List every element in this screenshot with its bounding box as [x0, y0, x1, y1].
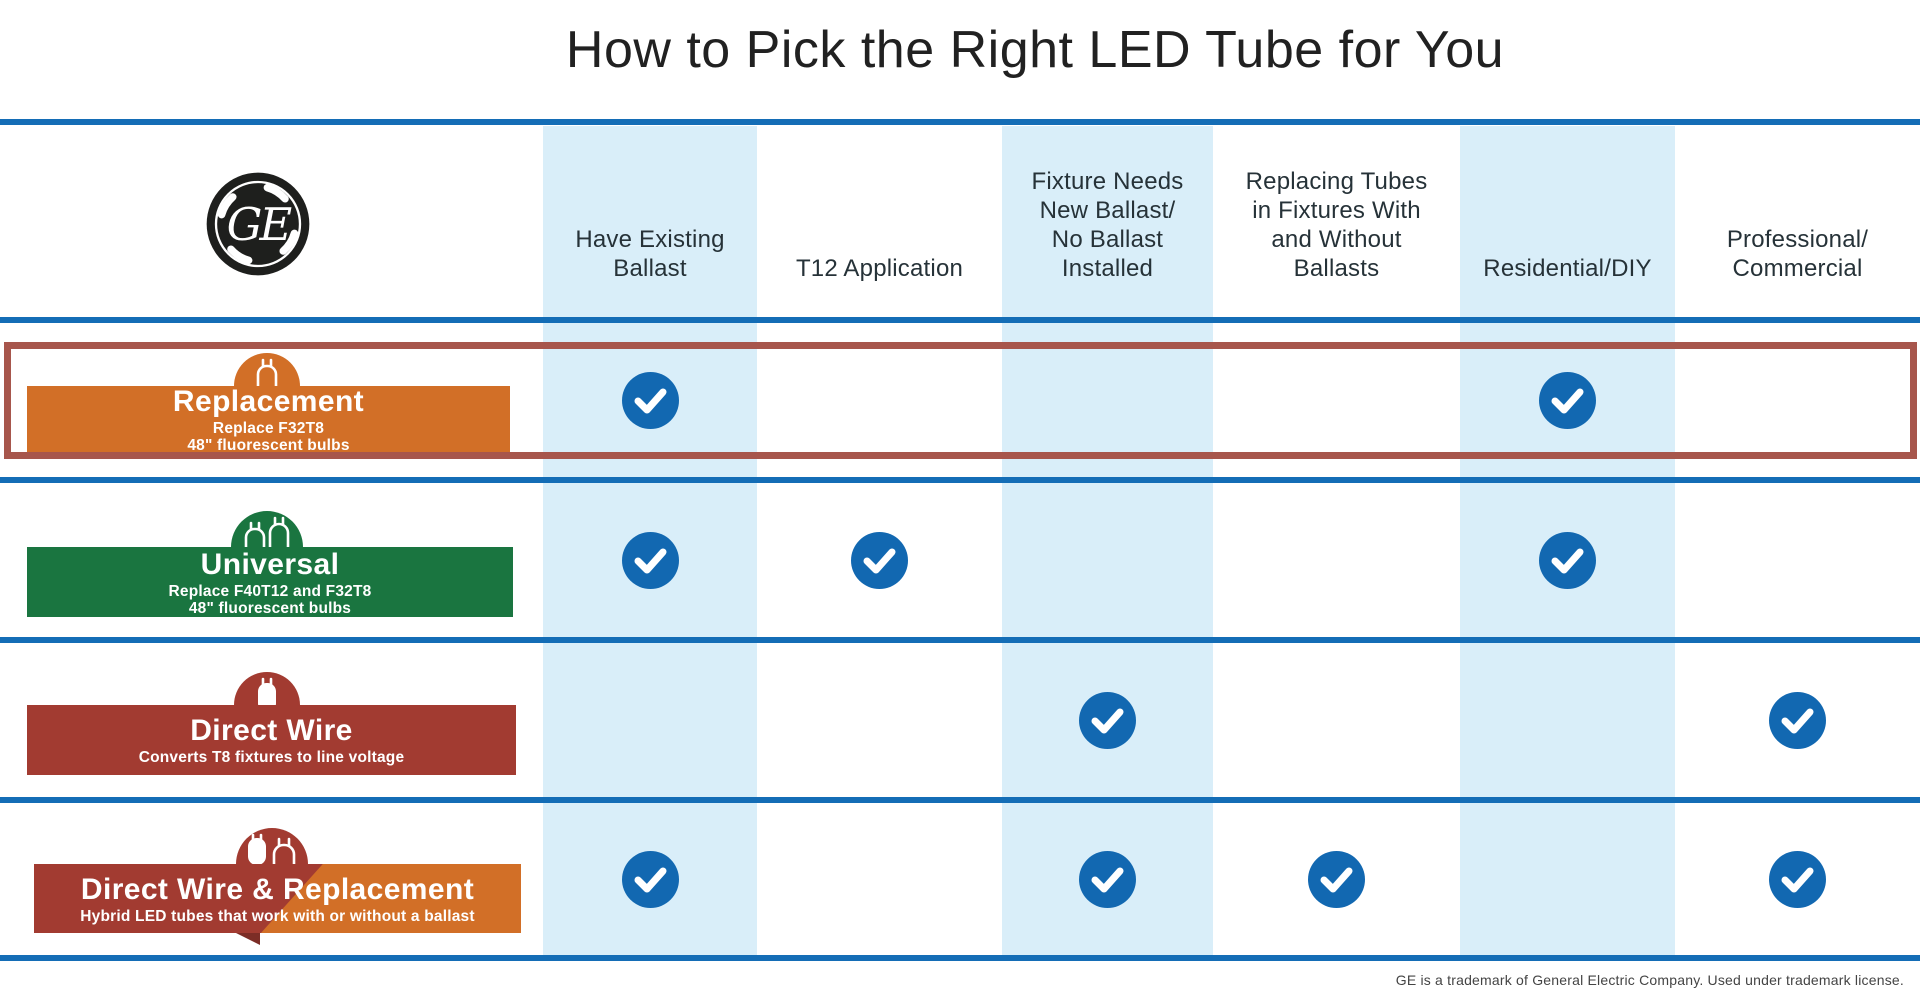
checkmark-direct-wire-replacement-professional-commercial — [1769, 850, 1826, 908]
divider-line — [0, 477, 1920, 483]
column-header-have-existing-ballast: Have Existing Ballast — [543, 126, 757, 317]
column-header-t12-application: T12 Application — [757, 126, 1002, 317]
column-header-label: Professional/ Commercial — [1726, 226, 1869, 282]
checkmark-universal-residential-diy — [1539, 531, 1596, 589]
check-icon — [1079, 691, 1136, 749]
trademark-footer: GE is a trademark of General Electric Co… — [1395, 972, 1904, 988]
product-name: Replacement — [172, 386, 365, 418]
checkmark-universal-have-existing-ballast — [621, 531, 679, 589]
checkmark-direct-wire-fixture-needs-new-ballast — [1079, 691, 1136, 749]
divider-line — [0, 637, 1920, 643]
check-icon — [1539, 531, 1596, 589]
check-icon — [1079, 850, 1136, 908]
column-header-label: Have Existing Ballast — [575, 226, 725, 282]
product-name: Direct Wire & Replacement — [80, 872, 475, 906]
check-icon — [621, 371, 679, 429]
banner-plate: Replacement Replace F32T8 48" fluorescent… — [27, 386, 510, 452]
banner-plate: Universal Replace F40T12 and F32T8 48" fl… — [27, 547, 513, 617]
checkmark-replacement-have-existing-ballast — [621, 371, 679, 429]
column-header-label: Fixture Needs New Ballast/ No Ballast In… — [1031, 168, 1184, 282]
banner-bump — [231, 511, 303, 566]
banner-plate: Direct Wire Converts T8 fixtures to line … — [27, 705, 516, 775]
ge-monogram: GE — [227, 198, 292, 251]
column-header-fixture-needs-new-ballast: Fixture Needs New Ballast/ No Ballast In… — [1002, 126, 1213, 317]
page-title: How to Pick the Right LED Tube for You — [565, 21, 1505, 79]
product-name: Direct Wire — [190, 714, 353, 747]
column-header-professional-commercial: Professional/ Commercial — [1675, 126, 1920, 317]
divider-line — [0, 955, 1920, 961]
check-icon — [621, 531, 679, 589]
product-subtitle: Hybrid LED tubes that work with or witho… — [80, 907, 475, 925]
checkmark-direct-wire-replacement-fixture-needs-new-ballast — [1079, 850, 1136, 908]
check-icon — [851, 531, 908, 589]
product-subtitle: Converts T8 fixtures to line voltage — [138, 749, 405, 766]
highlight-border — [4, 342, 1917, 459]
checkmark-replacement-residential-diy — [1539, 371, 1596, 429]
checkmark-direct-wire-replacement-replacing-tubes — [1308, 850, 1365, 908]
column-header-label: T12 Application — [795, 255, 964, 282]
banner-bump — [236, 828, 308, 887]
check-icon — [621, 850, 679, 908]
product-name: Universal — [200, 547, 340, 581]
check-icon — [1308, 850, 1365, 908]
divider-line — [0, 119, 1920, 125]
check-icon — [1769, 850, 1826, 908]
column-header-label: Replacing Tubes in Fixtures With and Wit… — [1245, 168, 1428, 282]
checkmark-universal-t12-application — [851, 531, 908, 589]
ge-logo-swirls — [217, 183, 299, 265]
divider-line — [0, 797, 1920, 803]
column-header-replacing-tubes: Replacing Tubes in Fixtures With and Wit… — [1213, 126, 1460, 317]
checkmark-direct-wire-professional-commercial — [1769, 691, 1826, 749]
banner-plate: Direct Wire & Replacement Hybrid LED tube… — [34, 864, 521, 933]
banner-bump — [234, 672, 300, 729]
divider-line — [0, 317, 1920, 323]
checkmark-direct-wire-replacement-have-existing-ballast — [621, 850, 679, 908]
shaded-column-band-fixture-needs-new-ballast — [1002, 126, 1213, 955]
ge-logo: GE — [206, 172, 310, 276]
column-header-residential-diy: Residential/DIY — [1460, 126, 1675, 317]
check-icon — [1539, 371, 1596, 429]
ribbon-fold — [236, 933, 260, 945]
product-subtitle: Replace F32T8 48" fluorescent bulbs — [187, 419, 350, 453]
product-subtitle: Replace F40T12 and F32T8 48" fluorescent… — [168, 582, 372, 617]
ge-logo-ring — [214, 180, 302, 268]
check-icon — [1769, 691, 1826, 749]
column-header-label: Residential/DIY — [1483, 255, 1652, 282]
